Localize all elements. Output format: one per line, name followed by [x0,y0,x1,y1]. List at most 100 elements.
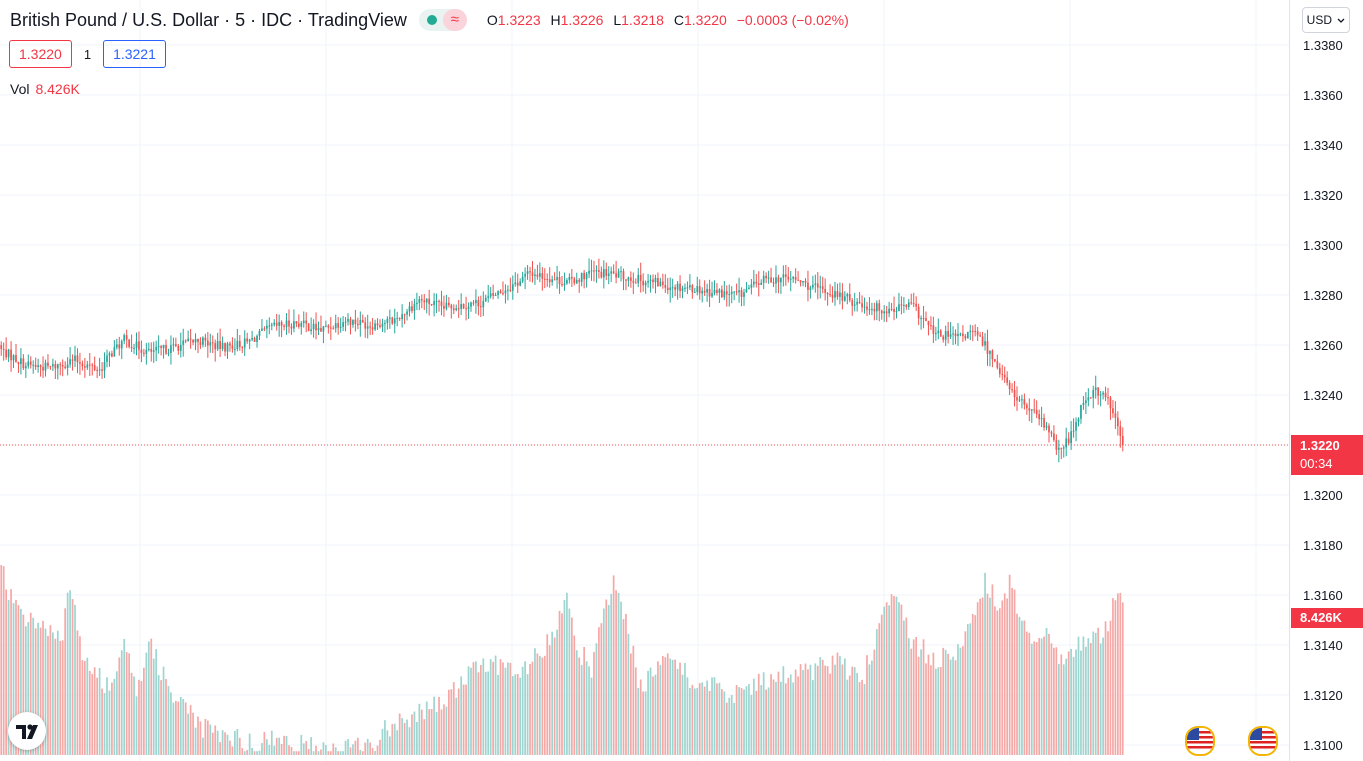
candle-body [910,302,913,304]
volume-bar [568,608,571,755]
volume-bar [1053,647,1055,755]
volume-bar [145,652,148,755]
candle-body [511,284,514,291]
volume-bar [462,684,465,755]
candle-body [379,325,381,327]
volume-bar [578,657,581,755]
price-axis-ticks: 1.3380 1.3360 1.3340 1.3320 1.3300 1.3280 1.32… [1303,38,1343,753]
candle-body [1018,399,1021,401]
candle-body [1048,425,1050,433]
candle-body [288,320,290,327]
candle-body [757,283,760,285]
candle-body [1045,425,1048,428]
candle-body [521,276,524,282]
volume-bar [37,622,39,755]
volume-bar [342,751,344,755]
volume-bar [24,626,27,755]
volume-bar [625,613,627,755]
candle-body [802,281,804,283]
candle-body [821,286,824,289]
volume-bar [177,701,180,755]
currency-label: USD [1306,13,1332,27]
volume-bar [647,670,649,755]
volume-bar [74,604,76,755]
volume-bar [760,685,763,755]
candle-body [686,287,689,289]
volume-bar [455,697,458,755]
chevron-down-icon [1337,18,1345,23]
buy-button[interactable]: 1.3221 [103,40,166,68]
volume-bar [1099,643,1102,755]
volume-legend[interactable]: Vol 8.426K [10,81,80,97]
volume-bar [403,722,406,755]
volume-bar [807,669,809,755]
price-chart[interactable] [0,0,1289,761]
volume-bar [386,730,389,755]
volume-bar [698,683,701,755]
price-axis-tick-label: 1.3360 [1303,88,1343,103]
volume-bar [162,666,165,755]
candle-body [723,291,726,298]
volume-bar [570,617,573,755]
volume-bar [502,662,504,755]
volume-bar [226,734,229,755]
candle-body [1077,418,1080,422]
candle-body [339,326,342,328]
volume-bar [716,683,718,755]
candle-body [22,358,25,369]
candle-body [964,336,967,339]
candle-body [2,349,5,351]
us-event-flag-icon[interactable] [1185,726,1215,756]
candle-body [942,336,945,340]
tradingview-logo[interactable] [8,712,46,750]
candle-body [846,294,849,297]
volume-bar [888,605,890,755]
volume-bar [344,740,347,755]
candle-body [578,279,581,282]
candle-body [858,301,861,304]
volume-bar [349,747,352,755]
volume-bar [873,649,876,755]
currency-selector[interactable]: USD [1302,7,1350,33]
sell-button[interactable]: 1.3220 [9,40,72,68]
volume-bar [1102,637,1104,755]
candle-body [1043,418,1045,428]
candle-body [880,310,883,314]
volume-bar [103,693,106,755]
title-separator: · [250,9,262,30]
volume-bar [49,625,52,755]
candle-body [991,350,994,360]
candle-body [295,321,298,324]
volume-bar [615,590,617,755]
candle-body [814,283,817,285]
candle-body [187,338,190,342]
candle-body [487,296,490,298]
candle-body [428,298,431,305]
candle-body [86,364,89,368]
candle-body [113,347,116,357]
candle-body [283,325,285,327]
candle-body [332,328,335,330]
volume-bar [487,671,490,755]
volume-bar [934,668,937,755]
volume-bar [981,597,984,755]
candle-body [74,355,76,361]
volume-bar [334,747,337,755]
candle-body [920,318,922,320]
candle-body [179,344,182,351]
us-event-flag-icon[interactable] [1248,726,1278,756]
candle-body [216,341,219,350]
candle-body [721,289,723,298]
market-status-toggle[interactable]: ≈ [418,9,467,31]
symbol-title[interactable]: British Pound / U.S. Dollar · 5 · IDC · … [10,10,407,31]
volume-bar [750,694,753,755]
price-axis[interactable]: 1.3380 1.3360 1.3340 1.3320 1.3300 1.3280 1.32… [1289,0,1363,761]
candle-body [125,335,128,340]
volume-bar [799,664,802,755]
volume-bar [612,575,615,755]
candle-body [740,290,743,297]
candle-body [209,342,212,346]
candle-body [101,369,103,371]
volume-bar [125,652,128,755]
volume-bar [1075,649,1077,755]
